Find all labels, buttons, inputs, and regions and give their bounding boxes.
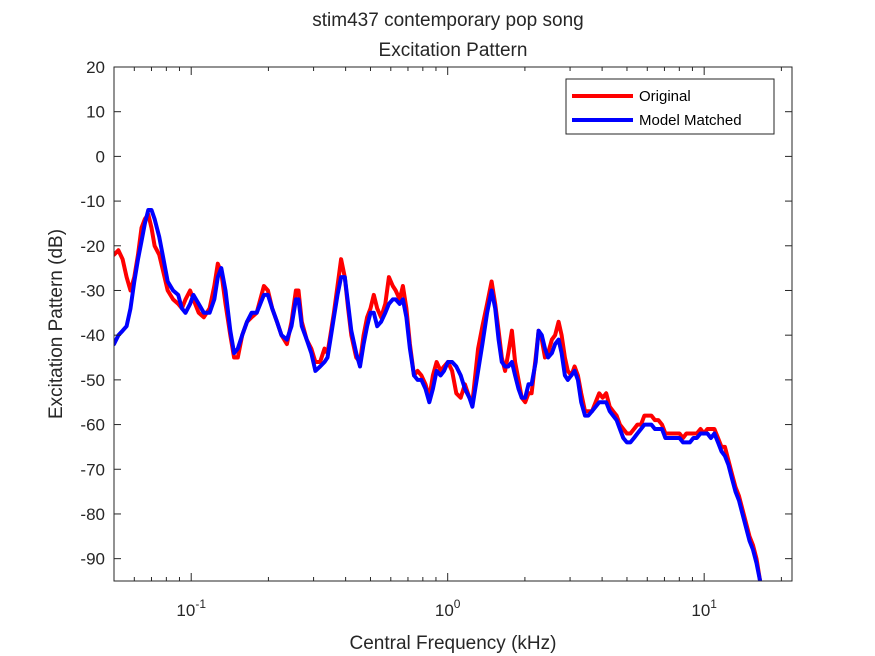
plot-area — [114, 67, 792, 581]
legend-label-model-matched: Model Matched — [639, 112, 742, 129]
series-line-1 — [114, 208, 763, 581]
y-tick-label: -10 — [80, 192, 105, 211]
chart-subtitle: Excitation Pattern — [379, 40, 528, 61]
y-tick-label: 10 — [86, 103, 105, 122]
y-tick-label: -50 — [80, 371, 105, 390]
x-tick-label: 101 — [691, 597, 717, 620]
x-tick-label: 10-1 — [176, 597, 206, 620]
y-tick-label: -80 — [80, 505, 105, 524]
y-tick-label: -30 — [80, 281, 105, 300]
y-tick-label: -40 — [80, 326, 105, 345]
x-tick-label: 100 — [435, 597, 461, 620]
legend-label-original: Original — [639, 88, 691, 105]
y-axis-label: Excitation Pattern (dB) — [46, 229, 67, 419]
y-tick-label: -20 — [80, 237, 105, 256]
legend-box — [565, 78, 775, 135]
y-tick-label: -70 — [80, 460, 105, 479]
legend: Original Model Matched — [565, 78, 775, 135]
y-tick-label: 20 — [86, 58, 105, 77]
series-layer — [114, 208, 763, 581]
x-axis-label: Central Frequency (kHz) — [350, 633, 557, 654]
axes-box — [113, 66, 793, 582]
chart-title: stim437 contemporary pop song — [312, 10, 583, 31]
y-tick-label: -60 — [80, 416, 105, 435]
y-tick-label: 0 — [96, 147, 105, 166]
y-tick-label: -90 — [80, 550, 105, 569]
